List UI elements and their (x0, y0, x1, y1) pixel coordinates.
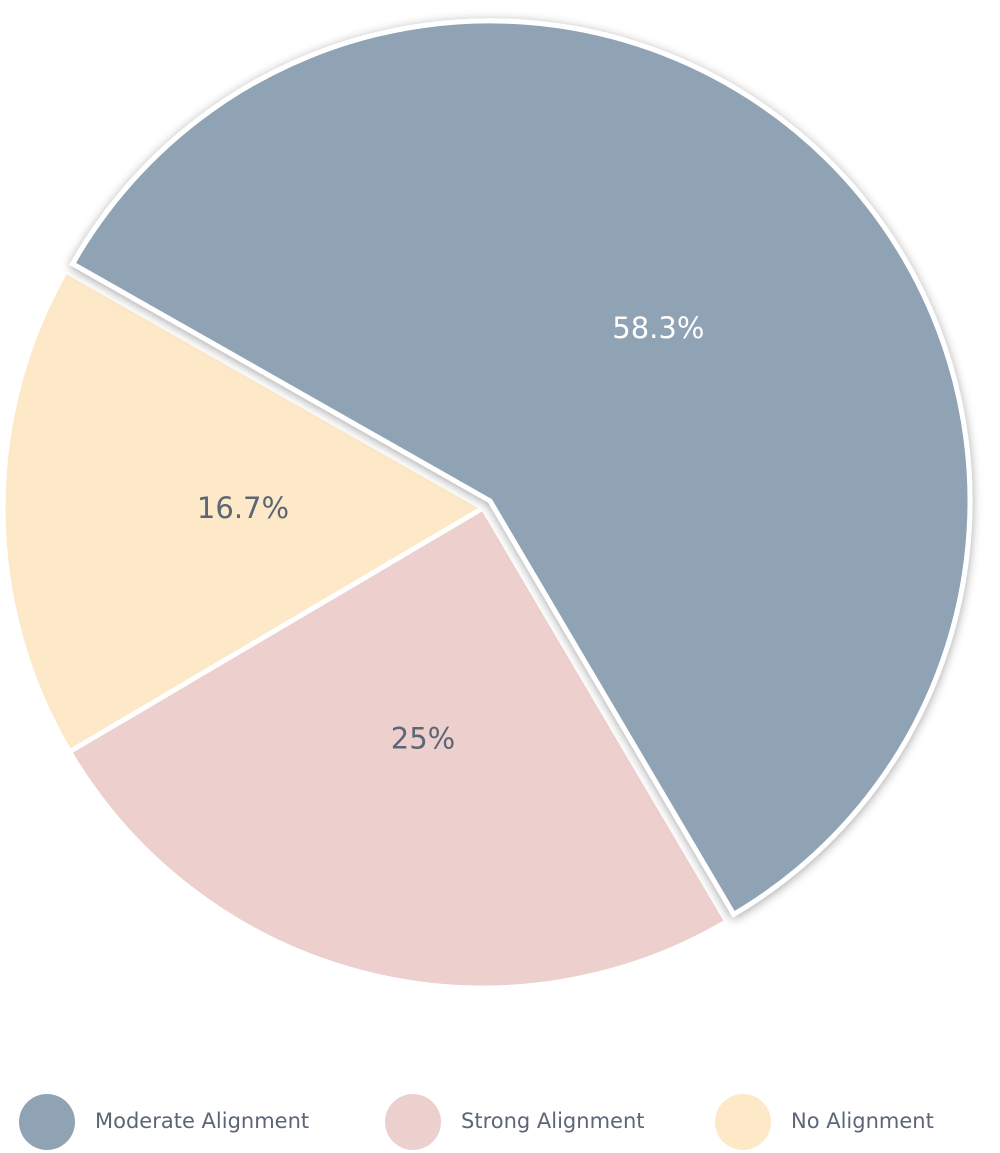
legend-label: Moderate Alignment (95, 1109, 309, 1133)
legend-swatch (715, 1094, 771, 1150)
slice-label: 16.7% (197, 491, 289, 525)
slice-label: 25% (391, 721, 455, 755)
legend: Moderate Alignment Strong Alignment No Ali… (19, 1094, 934, 1150)
legend-label: Strong Alignment (461, 1109, 645, 1133)
legend-label: No Alignment (791, 1109, 934, 1133)
slice-label: 58.3% (612, 311, 704, 345)
pie-slice (69, 18, 973, 918)
slice-labels: 25% 16.7% 58.3% (197, 311, 704, 756)
pie-slice (0, 267, 488, 756)
legend-swatch (385, 1094, 441, 1150)
pie-slice (66, 504, 731, 991)
pie (0, 18, 973, 991)
legend-swatch (19, 1094, 75, 1150)
